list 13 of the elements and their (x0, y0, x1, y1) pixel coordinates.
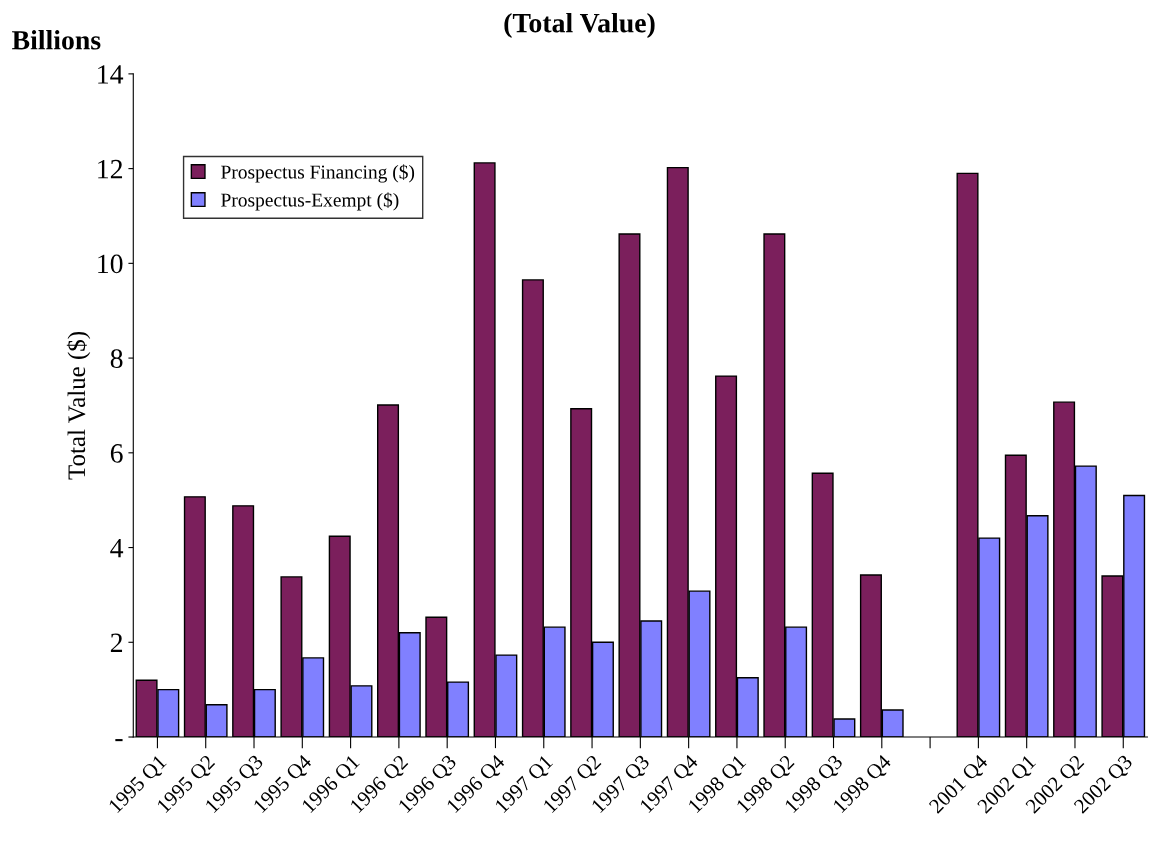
y-tick-label: 14 (98, 65, 124, 84)
y-tick-label: 8 (110, 349, 123, 368)
y-tick-label: 12 (98, 159, 123, 179)
chart-title: (Total Value) (504, 12, 655, 39)
y-tick-label: 10 (98, 254, 123, 274)
legend-label: Prospectus-Exempt ($) (221, 192, 399, 211)
y-tick-label: - (115, 739, 123, 742)
y-tick-label: 2 (110, 633, 123, 652)
text: Billions (12, 30, 101, 50)
legend-label: Prospectus Financing ($) (221, 164, 415, 183)
y-tick-label: 4 (110, 538, 124, 558)
y-axis-title: Total Value ($) (66, 331, 91, 480)
y-tick-label: 6 (110, 444, 123, 463)
